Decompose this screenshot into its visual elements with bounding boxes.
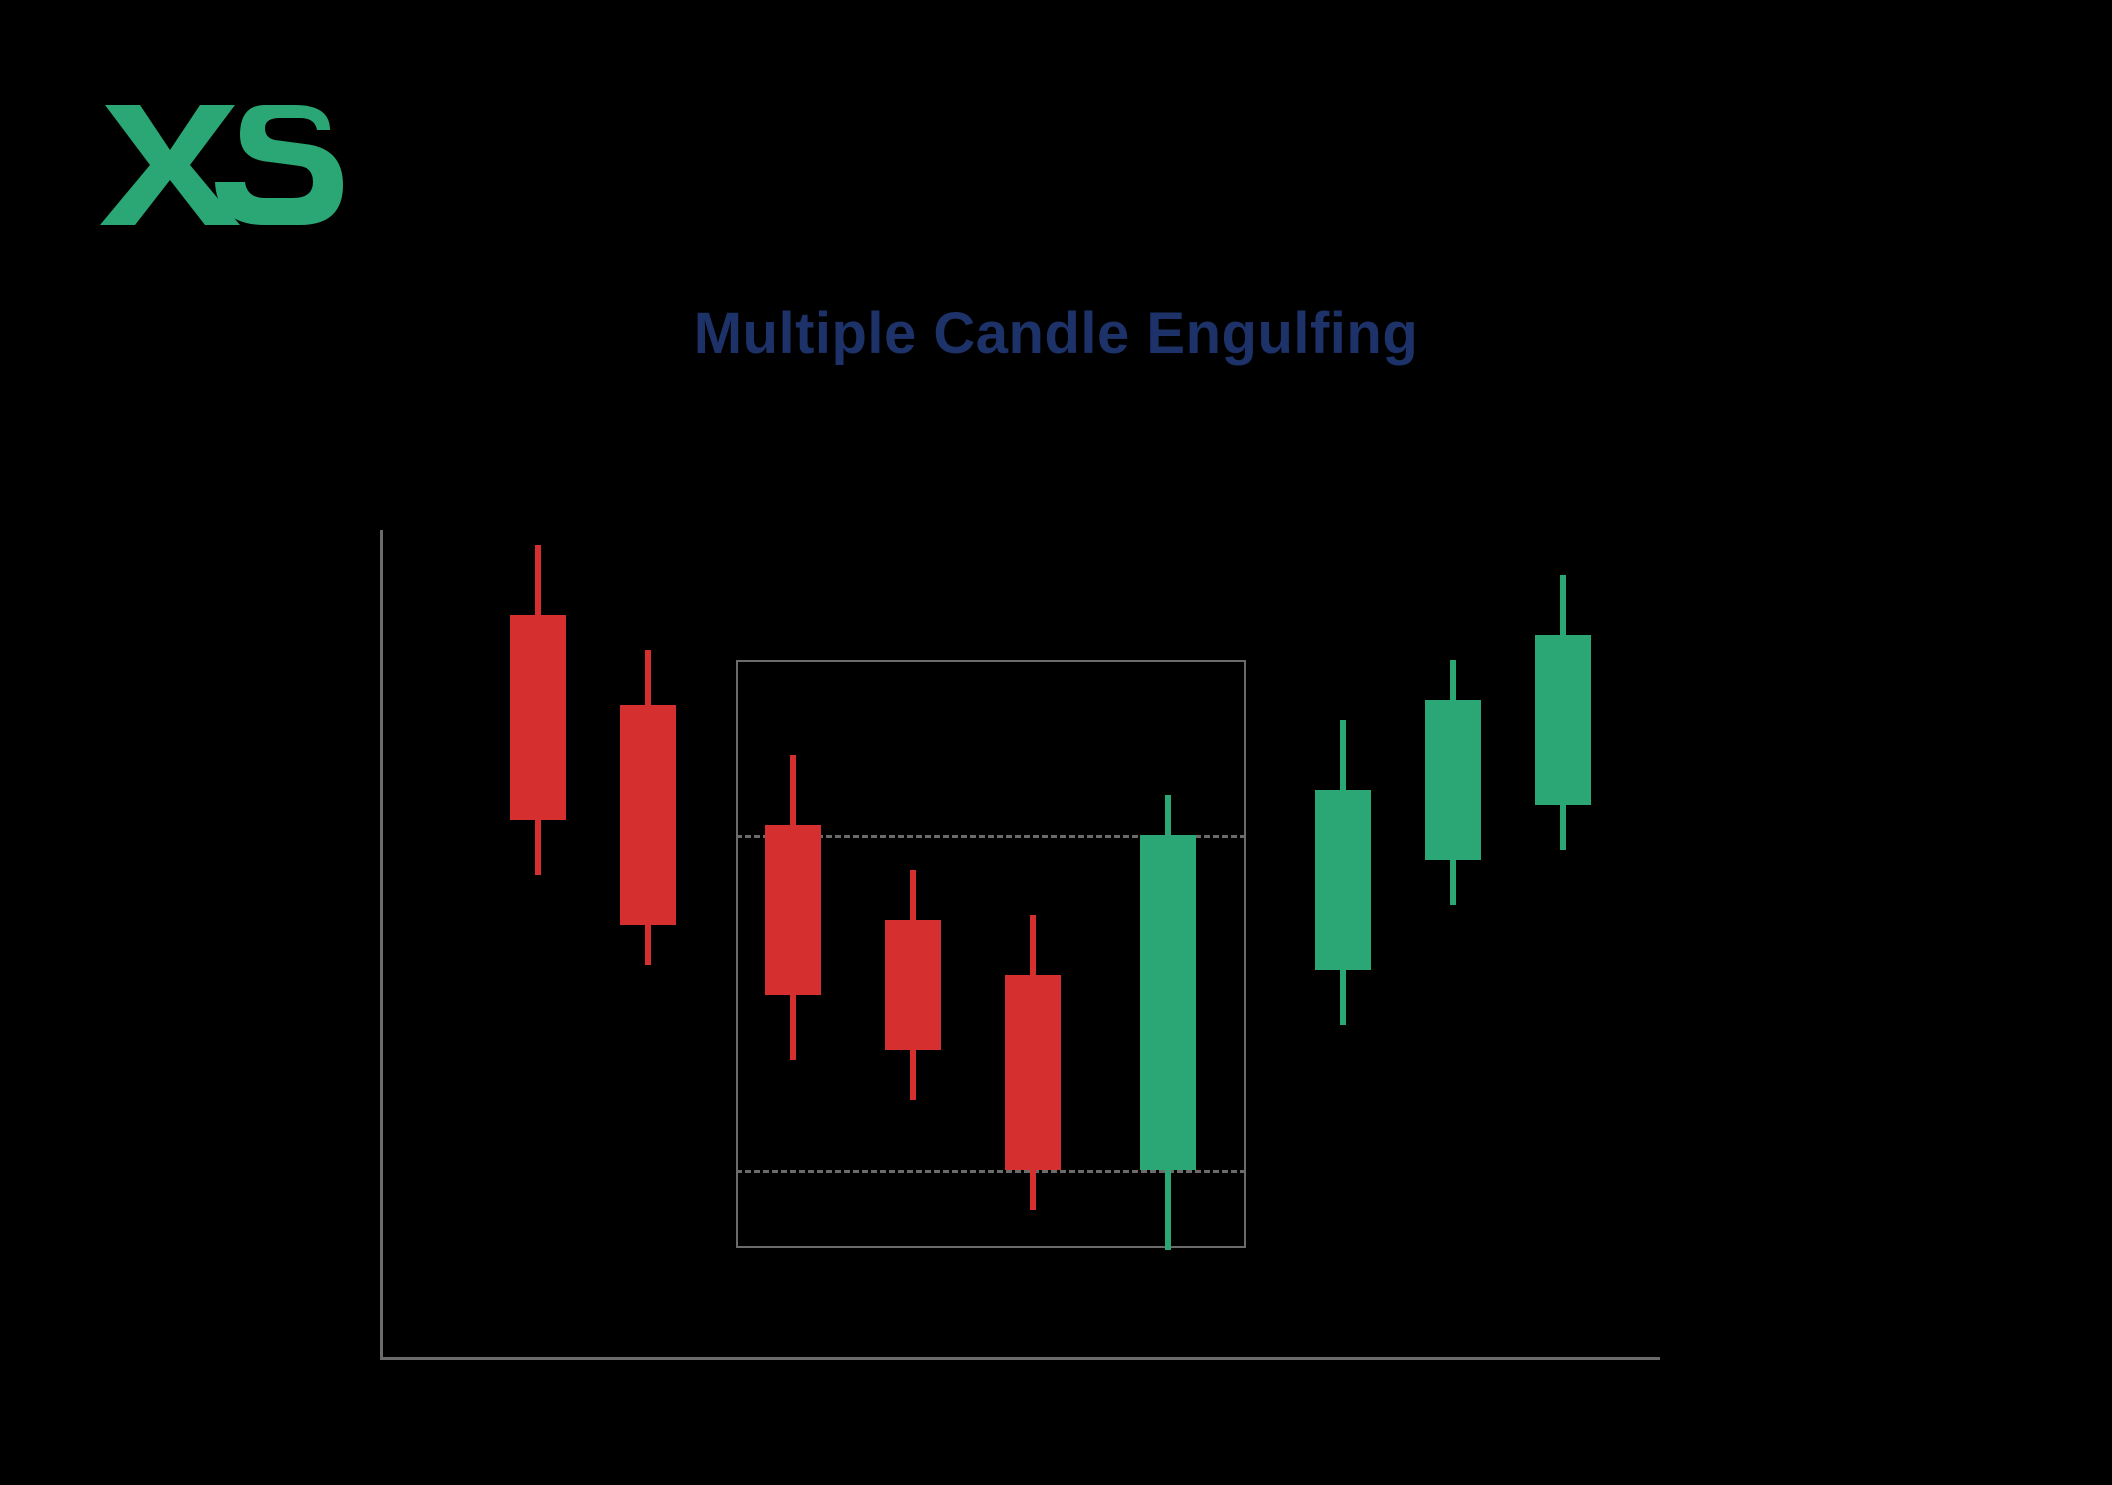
- x-axis: [380, 1357, 1660, 1360]
- candle-body: [510, 615, 566, 820]
- candlestick-chart: [380, 530, 1660, 1360]
- xs-logo-icon: [95, 90, 355, 230]
- chart-title: Multiple Candle Engulfing: [0, 300, 2112, 367]
- candle-body: [1315, 790, 1371, 970]
- brand-logo: [95, 90, 355, 230]
- candle-body: [765, 825, 821, 995]
- candle-body: [1005, 975, 1061, 1170]
- candle-body: [1140, 835, 1196, 1170]
- candle-body: [1425, 700, 1481, 860]
- candle-body: [885, 920, 941, 1050]
- candle-body: [620, 705, 676, 925]
- y-axis: [380, 530, 383, 1360]
- candle-body: [1535, 635, 1591, 805]
